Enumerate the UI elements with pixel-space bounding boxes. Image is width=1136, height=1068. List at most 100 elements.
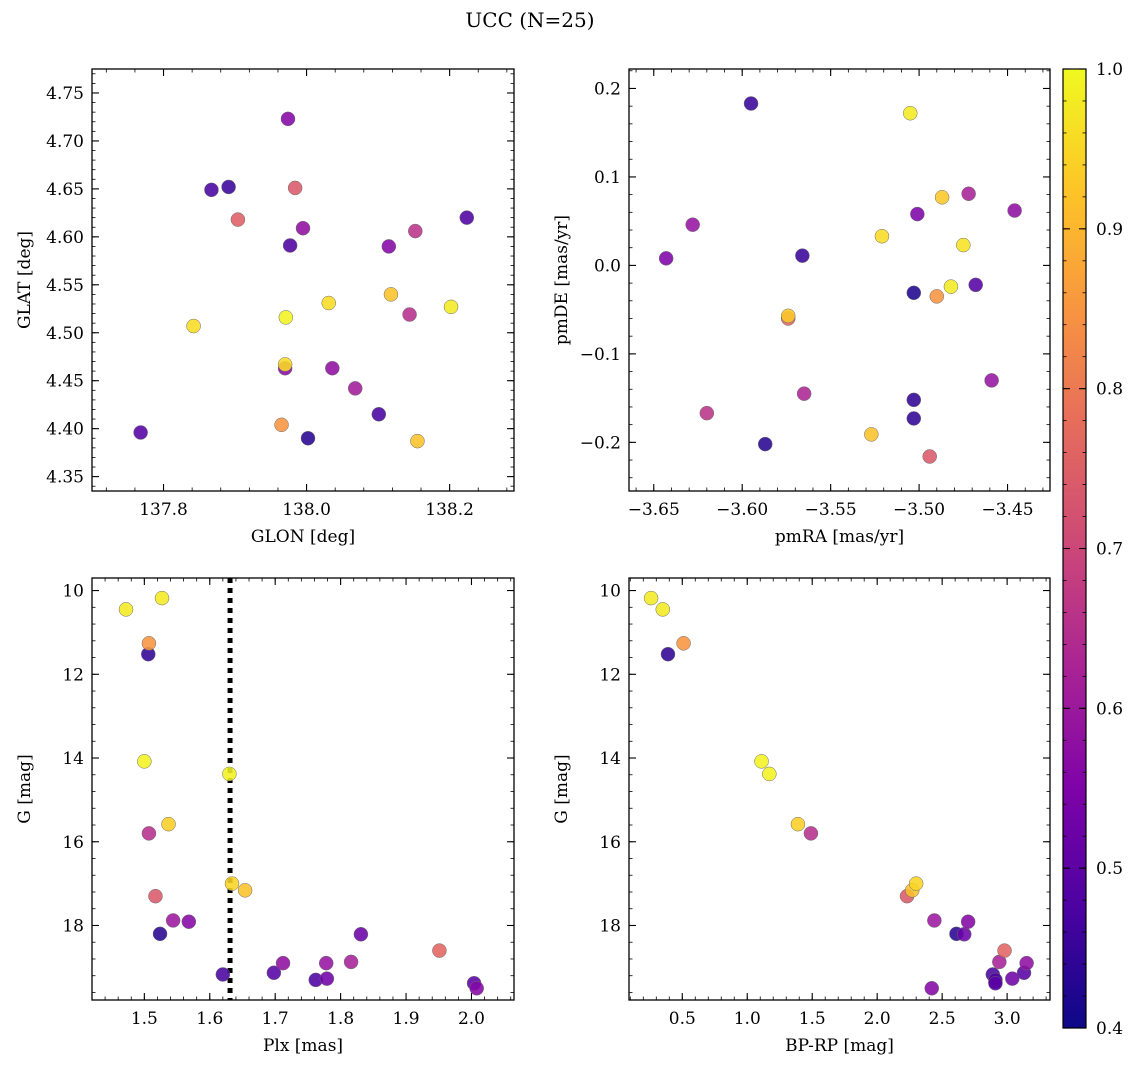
data-point xyxy=(165,913,181,928)
x-tick-label: 1.5 xyxy=(799,1009,826,1029)
data-point xyxy=(347,381,363,396)
x-tick-label: −3.50 xyxy=(893,500,945,520)
data-point xyxy=(762,766,777,782)
data-point xyxy=(968,277,983,293)
figure-title: UCC (N=25) xyxy=(465,8,594,32)
x-tick-label: 1.9 xyxy=(393,1009,420,1029)
plot-frame xyxy=(628,68,1051,492)
colorbar-tick-label: 0.4 xyxy=(1096,1019,1123,1039)
y-tick-label: 4.70 xyxy=(46,132,84,152)
data-point xyxy=(906,392,922,408)
x-tick-label: 1.6 xyxy=(196,1009,223,1029)
y-tick-label: 12 xyxy=(62,665,84,685)
data-point xyxy=(874,228,890,244)
x-tick-label: 1.0 xyxy=(734,1009,761,1029)
data-point xyxy=(275,955,291,971)
data-point xyxy=(927,913,942,928)
data-point xyxy=(796,386,812,401)
colorbar-tick-label: 1.0 xyxy=(1096,60,1123,80)
data-point xyxy=(910,206,925,222)
y-tick-label: 16 xyxy=(62,833,84,853)
data-point xyxy=(408,223,423,239)
data-point xyxy=(287,180,303,196)
x-tick-label: 1.8 xyxy=(327,1009,354,1029)
data-point xyxy=(795,248,810,263)
data-point xyxy=(137,754,152,769)
data-point xyxy=(960,914,976,929)
data-point xyxy=(343,954,359,970)
data-point xyxy=(221,179,236,195)
data-point xyxy=(295,220,311,236)
data-point xyxy=(929,289,945,304)
data-point xyxy=(658,251,674,266)
x-tick-label: −3.65 xyxy=(628,500,680,520)
x-tick-label: 3.0 xyxy=(994,1009,1021,1029)
data-point xyxy=(277,357,293,372)
colorbar-tick-label: 0.8 xyxy=(1096,380,1123,400)
data-point xyxy=(181,914,197,929)
data-point xyxy=(381,239,397,254)
data-point xyxy=(154,590,170,606)
data-point xyxy=(864,427,879,442)
y-axis-label: GLAT [deg] xyxy=(15,231,35,329)
data-point xyxy=(790,816,806,832)
data-point xyxy=(278,310,294,325)
y-tick-label: 4.50 xyxy=(46,324,84,344)
data-point xyxy=(319,971,335,986)
y-tick-label: 4.60 xyxy=(46,228,84,248)
data-point xyxy=(1019,955,1034,971)
y-tick-label: 18 xyxy=(599,916,621,936)
x-axis-label: pmRA [mas/yr] xyxy=(775,527,904,547)
data-point xyxy=(643,590,659,606)
plot-frame xyxy=(91,577,515,1001)
y-tick-label: 10 xyxy=(599,582,621,602)
data-point xyxy=(318,955,334,971)
colorbar-tick-label: 0.9 xyxy=(1096,220,1123,240)
data-point xyxy=(237,883,253,898)
data-point xyxy=(410,433,425,449)
colorbar-gradient xyxy=(1063,69,1086,1028)
data-point xyxy=(215,967,231,982)
data-point xyxy=(906,285,922,301)
data-point xyxy=(1005,971,1020,986)
colorbar-tick-label: 0.7 xyxy=(1096,540,1123,560)
data-point xyxy=(984,373,999,388)
y-tick-label: 4.55 xyxy=(46,276,84,296)
y-tick-label: 4.40 xyxy=(46,420,84,440)
data-point xyxy=(924,981,940,996)
data-point xyxy=(469,981,484,996)
panels: 137.8 138.0 138.2 4.35 4.40 4.45 4.50 4.55 4.60 4… xyxy=(15,68,1051,1056)
data-point xyxy=(230,212,246,227)
data-point xyxy=(459,210,475,225)
data-point xyxy=(432,943,447,958)
colorbar: 0.4 0.5 0.6 0.7 0.8 0.9 1.0 xyxy=(1062,60,1123,1039)
data-point xyxy=(274,417,289,433)
data-point xyxy=(956,927,972,942)
y-tick-label: 14 xyxy=(599,749,621,769)
x-tick-label: 1.7 xyxy=(262,1009,289,1029)
data-point xyxy=(224,876,240,891)
y-tick-label: 0.0 xyxy=(594,256,621,276)
data-point xyxy=(997,943,1012,958)
y-tick-label: 4.75 xyxy=(46,84,84,104)
data-point xyxy=(754,754,769,769)
y-tick-label: 18 xyxy=(62,916,84,936)
x-tick-label: −3.60 xyxy=(716,500,768,520)
data-point xyxy=(1007,203,1022,218)
data-point xyxy=(956,237,971,253)
y-tick-label: 4.35 xyxy=(46,468,84,488)
data-point xyxy=(655,602,671,617)
data-point xyxy=(660,646,676,662)
y-tick-label: −0.2 xyxy=(580,433,621,453)
x-tick-label: 1.5 xyxy=(131,1009,158,1029)
data-point xyxy=(961,186,976,201)
data-point xyxy=(780,308,796,324)
plot-frame xyxy=(628,577,1051,1001)
data-point xyxy=(908,876,924,891)
x-tick-label: 137.8 xyxy=(139,500,188,520)
data-point xyxy=(325,360,340,376)
data-point xyxy=(906,411,922,426)
data-point xyxy=(300,431,316,446)
data-point xyxy=(922,449,937,464)
